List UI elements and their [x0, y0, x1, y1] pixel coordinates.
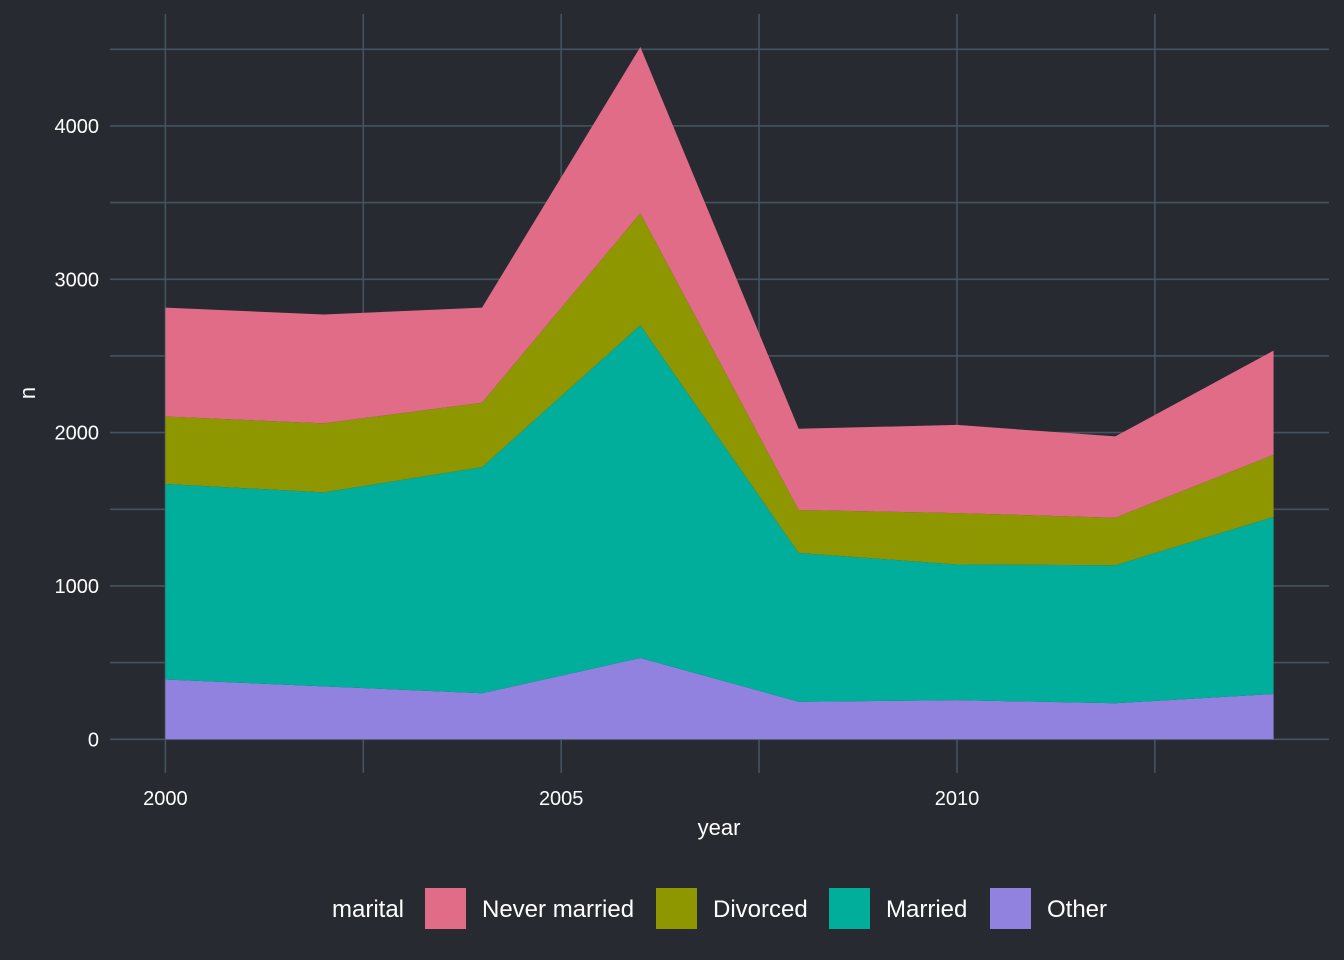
area-divorced [165, 213, 1274, 566]
y-tick-labels: 0 1000 2000 3000 4000 [55, 116, 100, 751]
legend-label-married: Married [886, 896, 967, 923]
y-tick-label: 0 [88, 729, 99, 751]
y-axis-title: n [15, 387, 40, 399]
legend-key-other [990, 888, 1031, 929]
area-never-married [165, 46, 1274, 518]
y-tick-label: 4000 [55, 116, 100, 138]
y-tick-label: 3000 [55, 269, 100, 291]
area-other [165, 658, 1274, 740]
legend-key-never-married [425, 888, 466, 929]
legend-key-married [829, 888, 870, 929]
x-tick-label: 2010 [935, 788, 980, 810]
area-layers [165, 46, 1274, 740]
legend-label-never-married: Never married [482, 896, 634, 923]
legend-title: marital [332, 896, 404, 923]
x-tick-labels: 2000 2005 2010 [143, 788, 979, 810]
legend-key-divorced [656, 888, 697, 929]
area-married [165, 325, 1274, 704]
y-tick-label: 1000 [55, 576, 100, 598]
x-tick-label: 2000 [143, 788, 188, 810]
legend-label-divorced: Divorced [713, 896, 808, 923]
y-tick-label: 2000 [55, 423, 100, 445]
x-tick-label: 2005 [539, 788, 584, 810]
x-axis-title: year [698, 815, 741, 840]
legend-label-other: Other [1047, 896, 1107, 923]
legend: marital Never married Divorced Married Othe… [332, 888, 1107, 929]
